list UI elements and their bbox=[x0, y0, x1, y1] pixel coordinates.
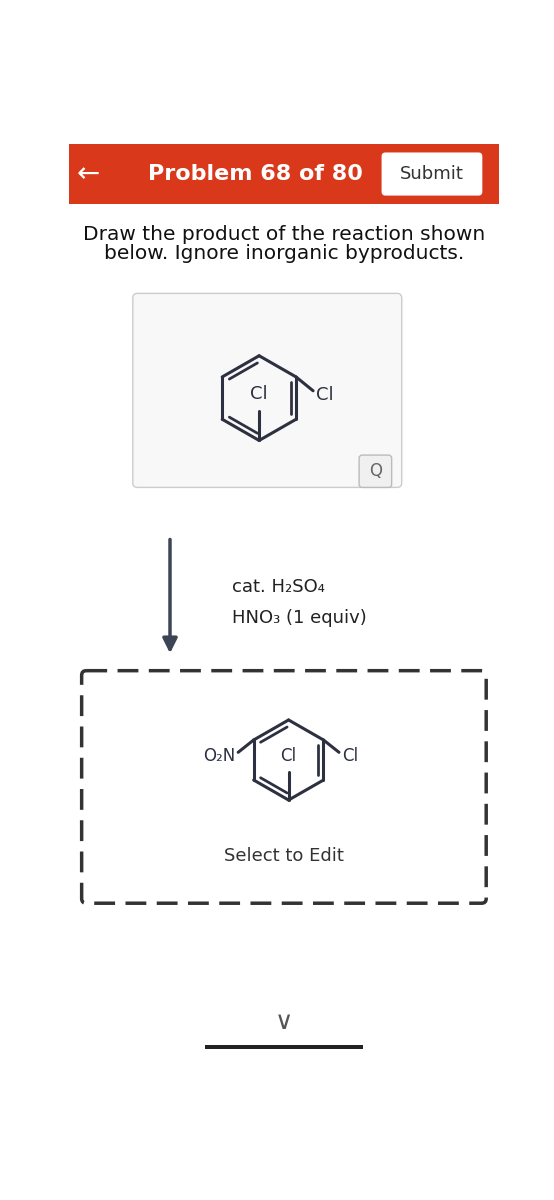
Text: Draw the product of the reaction shown: Draw the product of the reaction shown bbox=[83, 226, 485, 245]
Text: Problem 68 of 80: Problem 68 of 80 bbox=[148, 164, 363, 184]
Text: Cl: Cl bbox=[250, 385, 268, 403]
FancyBboxPatch shape bbox=[81, 671, 486, 904]
Bar bbox=[205, 1045, 363, 1049]
Text: cat. H₂SO₄: cat. H₂SO₄ bbox=[232, 577, 325, 595]
Text: Cl: Cl bbox=[342, 748, 358, 766]
Text: below. Ignore inorganic byproducts.: below. Ignore inorganic byproducts. bbox=[104, 244, 464, 263]
Text: Submit: Submit bbox=[400, 166, 464, 184]
Text: Cl: Cl bbox=[280, 748, 296, 766]
FancyBboxPatch shape bbox=[133, 293, 402, 487]
Text: HNO₃ (1 equiv): HNO₃ (1 equiv) bbox=[232, 608, 367, 626]
Text: Cl: Cl bbox=[316, 386, 334, 404]
FancyBboxPatch shape bbox=[382, 152, 483, 196]
Text: ←: ← bbox=[77, 160, 100, 188]
Text: ∨: ∨ bbox=[275, 1010, 293, 1034]
FancyBboxPatch shape bbox=[359, 455, 392, 487]
Bar bbox=[69, 144, 499, 204]
Text: Q: Q bbox=[369, 462, 382, 480]
Text: O₂N: O₂N bbox=[203, 748, 235, 766]
Text: Select to Edit: Select to Edit bbox=[224, 847, 344, 865]
